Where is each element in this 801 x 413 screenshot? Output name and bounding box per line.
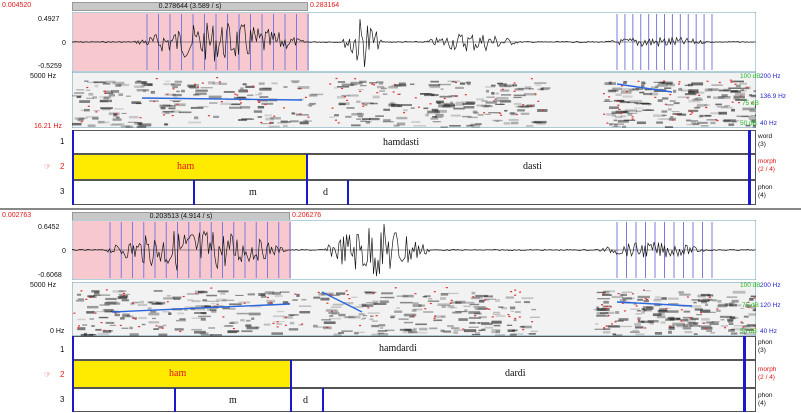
boundary-line[interactable] (347, 180, 349, 205)
interval-label-selected: ham (169, 368, 186, 379)
interval-selected[interactable]: ham (73, 155, 307, 179)
tier-word[interactable]: hamdasti (72, 130, 756, 154)
pitch-db-top: 100 dB (740, 73, 761, 80)
waveform-zero: 0 (62, 248, 66, 256)
tier-name-2: morph (758, 366, 776, 373)
interval-label: d (303, 395, 308, 406)
tier-count-1: (3) (758, 347, 766, 354)
tier-name-1: word (758, 133, 772, 140)
boundary-line[interactable] (306, 154, 308, 205)
tier-count-3: (4) (758, 400, 766, 407)
boundary-line[interactable] (743, 336, 746, 412)
pitch-axis-bottom: 40 Hz (760, 120, 777, 127)
interval-label: hamdardi (379, 343, 417, 354)
tier-number-1: 1 (60, 345, 64, 354)
spectrogram-view[interactable] (72, 72, 756, 128)
tier-number-1: 1 (60, 137, 64, 146)
spectrogram-bottom: 16.21 Hz (34, 123, 62, 131)
pitch-axis-top: 200 Hz (760, 282, 781, 289)
pitch-db-top: 100 dB (740, 282, 761, 289)
pitch-axis-mid: 136.9 Hz (760, 93, 786, 100)
spectrogram-bottom: 0 Hz (50, 328, 64, 336)
selection-start: 0.002763 (2, 212, 31, 220)
interval-label: dardi (505, 368, 526, 379)
tier-number-3: 3 (60, 187, 64, 196)
tier-count-2: (2 / 4) (758, 166, 775, 173)
pitch-axis-mid: 120 Hz (760, 302, 781, 309)
tier-morph[interactable]: ham dasti (72, 154, 756, 180)
tier-number-2: 2 (60, 162, 64, 171)
waveform-min: -0.6068 (38, 272, 62, 280)
tier-morph[interactable]: ham dardi (72, 360, 756, 388)
tier-name-3: phon (758, 184, 772, 191)
tier-name-2: morph (758, 158, 776, 165)
spectrogram-view[interactable] (72, 282, 756, 336)
selection-end: 0.283164 (310, 2, 339, 10)
tier-phon[interactable]: m d (72, 180, 756, 205)
tier-count-1: (3) (758, 141, 766, 148)
spectrogram-top: 5000 Hz (30, 282, 56, 290)
boundary-line[interactable] (290, 360, 292, 412)
tier-number-3: 3 (60, 395, 64, 404)
interval-label: hamdasti (383, 137, 419, 148)
boundary-line[interactable] (174, 388, 176, 412)
interval-label: d (323, 187, 328, 198)
waveform-view[interactable] (72, 220, 756, 280)
tier-word[interactable]: hamdardi (72, 336, 756, 360)
pitch-db-bottom: 50 dB (740, 120, 757, 127)
pitch-db-mid: 75 dB (742, 302, 759, 309)
pitch-axis-top: 200 Hz (760, 73, 781, 80)
pitch-axis-bottom: 40 Hz (760, 328, 777, 335)
tier-pointer-icon: ☞ (44, 162, 51, 171)
pitch-db-bottom: 50 dB (740, 328, 757, 335)
tier-pointer-icon: ☞ (44, 370, 51, 379)
interval-label: m (229, 395, 237, 406)
tier-number-2: 2 (60, 370, 64, 379)
waveform-min: -0.5259 (38, 63, 62, 71)
interval-label: m (249, 187, 257, 198)
tier-name-3: phon (758, 392, 772, 399)
boundary-line[interactable] (322, 388, 324, 412)
tier-count-2: (2 / 4) (758, 374, 775, 381)
selection-length-bar[interactable]: 0.278644 (3.589 / s) (72, 2, 308, 11)
waveform-zero: 0 (62, 40, 66, 48)
boundary-line[interactable] (193, 180, 195, 205)
interval-label: dasti (523, 161, 542, 172)
pitch-db-mid: 75 dB (742, 100, 759, 107)
boundary-line[interactable] (72, 336, 74, 412)
boundary-line[interactable] (748, 130, 751, 205)
selection-start: 0.004520 (2, 2, 31, 10)
waveform-max: 0.4927 (38, 16, 59, 24)
selection-end: 0.206276 (292, 212, 321, 220)
editor-panel-2: 0.002763 0.203513 (4.914 / s) 0.206276 0… (0, 208, 801, 413)
interval-selected[interactable]: ham (73, 361, 291, 387)
boundary-line[interactable] (72, 130, 74, 205)
waveform-max: 0.6452 (38, 224, 59, 232)
waveform-view[interactable] (72, 12, 756, 72)
tier-name-1: phon (758, 339, 772, 346)
editor-panel-1: 0.004520 0.278644 (3.589 / s) 0.283164 0… (0, 0, 801, 205)
interval-label-selected: ham (177, 161, 194, 172)
tier-count-3: (4) (758, 192, 766, 199)
spectrogram-top: 5000 Hz (30, 73, 56, 81)
